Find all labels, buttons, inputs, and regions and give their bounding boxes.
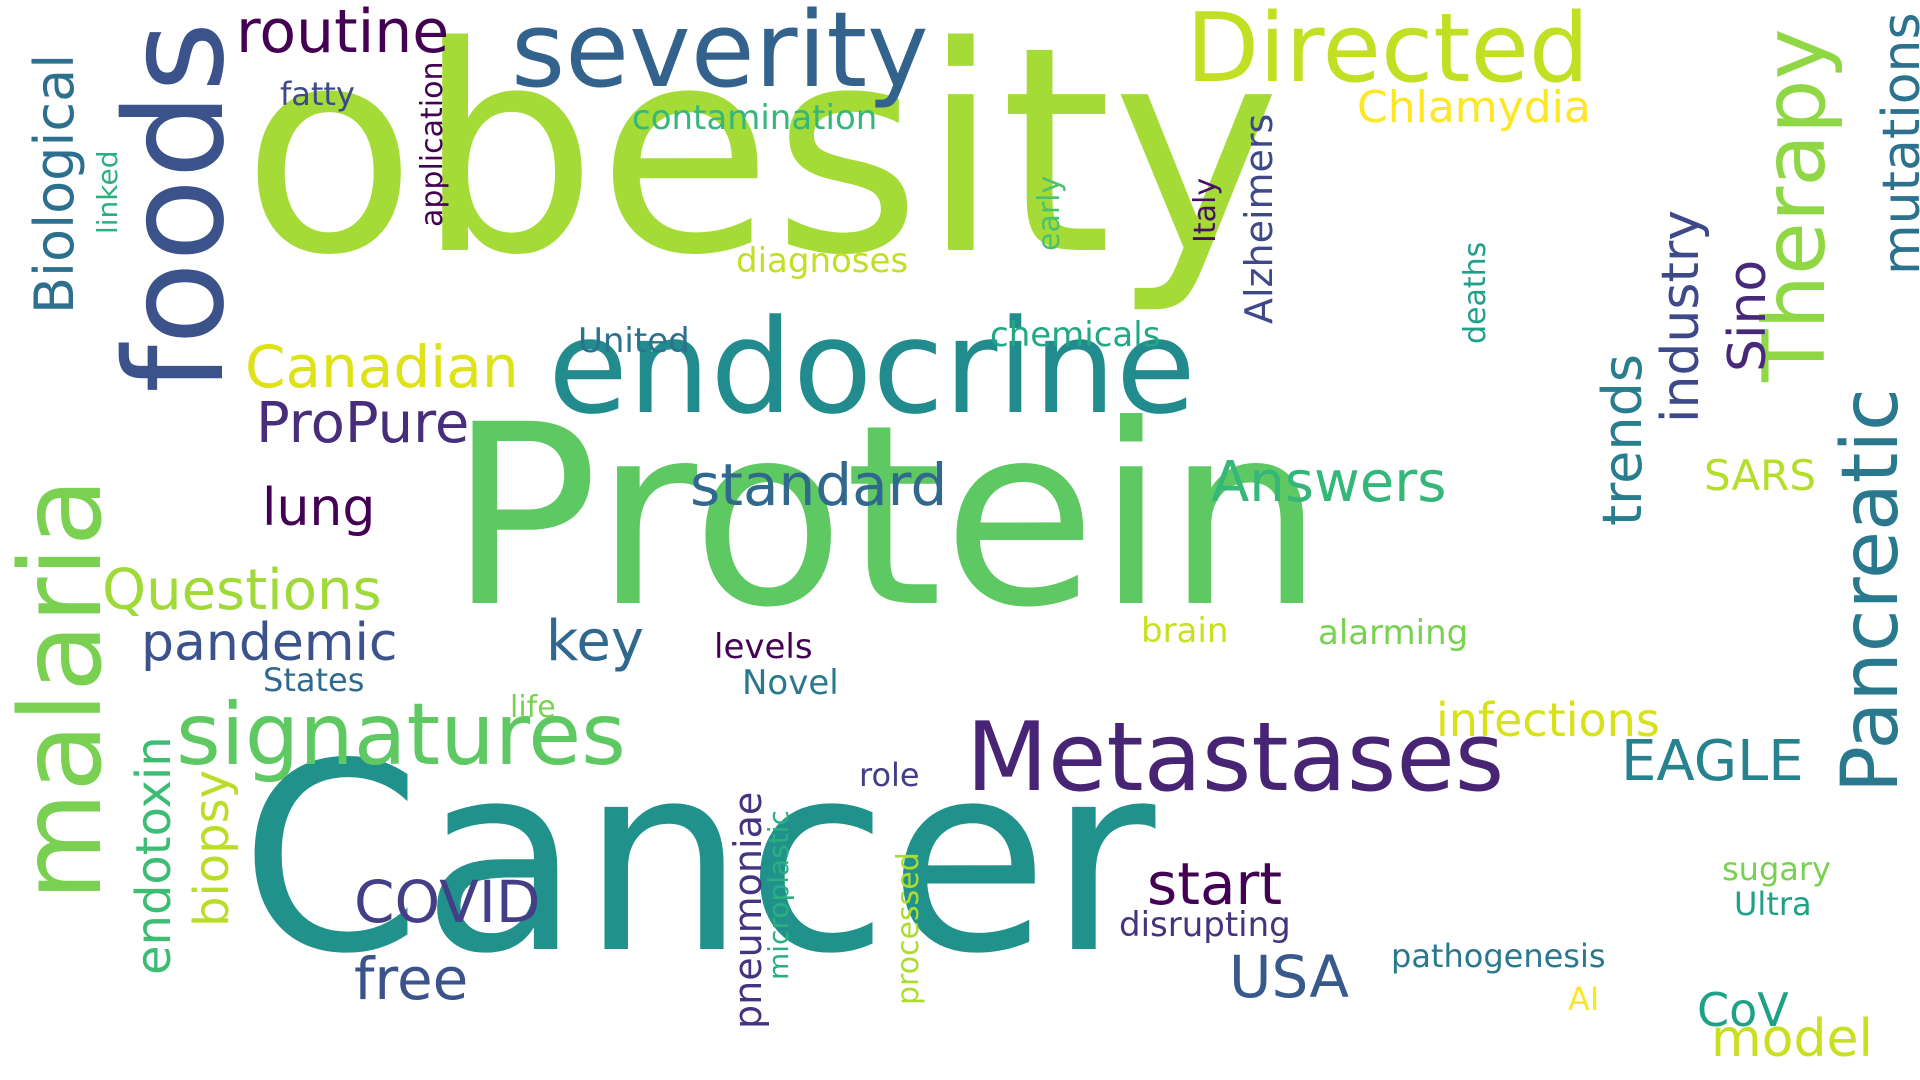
word-microplastic: microplastic [762,810,795,980]
word-diagnoses: diagnoses [736,241,909,281]
word-alzheimers: Alzheimers [1237,113,1281,324]
word-answers: Answers [1211,450,1447,515]
word-protein: Protein [448,371,1325,662]
word-covid: COVID [354,868,541,936]
word-endotoxin: endotoxin [126,736,182,975]
word-pathogenesis: pathogenesis [1391,937,1606,975]
word-pandemic: pandemic [141,613,398,673]
word-cov: CoV [1697,983,1789,1037]
word-biopsy: biopsy [184,769,240,927]
word-start: start [1147,850,1283,918]
word-linked: linked [91,150,124,234]
word-states: States [263,661,365,699]
word-united: United [578,321,690,361]
word-severity: severity [511,0,929,111]
word-standard: standard [690,451,948,519]
word-model: model [1711,1009,1873,1069]
word-canadian: Canadian [245,333,519,401]
word-sugary: sugary [1722,850,1831,888]
word-sino: Sino [1718,259,1778,372]
word-free: free [354,945,469,1013]
word-key: key [546,609,645,674]
word-directed: Directed [1186,0,1590,104]
word-levels: levels [714,627,813,667]
word-cancer: Cancer [240,709,1156,1011]
word-alarming: alarming [1318,613,1469,653]
word-application: application [415,61,450,227]
word-lung: lung [262,478,376,538]
word-questions: Questions [102,558,382,623]
word-biological: Biological [23,53,86,314]
word-disrupting: disrupting [1119,905,1291,945]
word-ai: AI [1568,980,1600,1018]
word-eagle: EAGLE [1621,729,1804,794]
word-propure: ProPure [256,391,470,456]
word-sars: SARS [1704,451,1817,500]
word-malaria: malaria [0,477,127,901]
word-early: early [1032,175,1067,251]
word-life: life [510,690,556,725]
word-metastases: Metastases [966,703,1505,813]
word-role: role [859,756,920,794]
word-industry: industry [1651,209,1711,423]
word-endocrine: endocrine [548,291,1196,443]
word-novel: Novel [742,663,839,703]
word-obesity: obesity [242,0,1281,318]
word-contamination: contamination [632,98,878,138]
word-fatty: fatty [280,75,355,113]
word-deaths: deaths [1458,241,1493,344]
word-brain: brain [1141,611,1229,651]
word-chlamydia: Chlamydia [1357,82,1591,133]
word-signatures: signatures [176,685,626,785]
word-chemicals: chemicals [990,315,1161,355]
word-foods: foods [97,21,255,393]
word-processed: processed [891,852,926,1005]
word-mutations: mutations [1872,12,1920,275]
word-italy: Italy [1188,177,1223,243]
word-infections: infections [1436,693,1660,747]
word-pancreatic: Pancreatic [1826,388,1916,793]
word-usa: USA [1229,943,1350,1011]
word-routine: routine [236,0,450,67]
word-trends: trends [1591,353,1654,526]
word-ultra: Ultra [1734,885,1812,923]
